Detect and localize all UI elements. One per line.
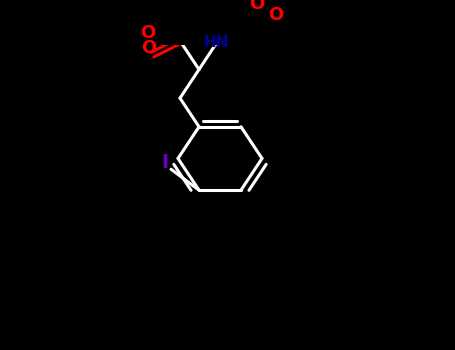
Text: HN: HN [203, 35, 229, 50]
Text: O: O [141, 39, 156, 57]
Text: O: O [249, 0, 265, 13]
Text: O: O [268, 6, 283, 24]
Text: O: O [140, 24, 156, 42]
Text: I: I [162, 153, 168, 172]
